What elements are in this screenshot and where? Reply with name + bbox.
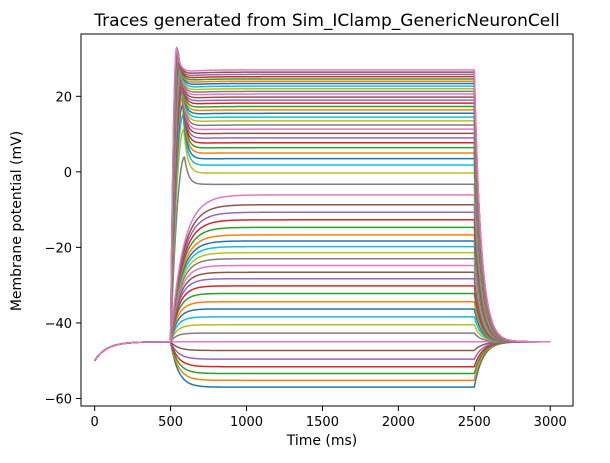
y-tick-label: 20 — [55, 90, 72, 105]
y-tick-label: −60 — [45, 392, 72, 407]
x-axis-label: Time (ms) — [286, 433, 358, 449]
trace-line — [94, 341, 551, 362]
plot-frame — [80, 33, 574, 407]
y-tick-label: −40 — [45, 317, 72, 332]
trace-line — [94, 341, 551, 388]
x-tick-label: 1500 — [306, 415, 339, 430]
traces-group — [94, 46, 551, 388]
x-tick-label: 500 — [158, 415, 183, 430]
x-tick-label: 0 — [91, 415, 99, 430]
y-axis: −60 −40 −20 0 20 — [45, 90, 81, 407]
trace-line — [94, 324, 551, 362]
trace-line — [94, 332, 551, 362]
trace-line — [94, 341, 551, 362]
y-axis-label: Membrane potential (mV) — [9, 131, 25, 311]
x-axis: 0 500 1000 1500 2000 2500 3000 — [91, 406, 567, 430]
trace-line — [94, 341, 551, 362]
x-tick-label: 3000 — [534, 415, 567, 430]
trace-line — [94, 341, 551, 375]
x-tick-label: 1000 — [230, 415, 263, 430]
trace-line — [94, 46, 551, 362]
chart-title: Traces generated from Sim_IClamp_Generic… — [93, 11, 559, 31]
trace-line — [94, 341, 551, 382]
y-tick-label: 0 — [64, 166, 72, 181]
y-tick-label: −20 — [45, 241, 72, 256]
x-tick-label: 2000 — [382, 415, 415, 430]
trace-line — [94, 341, 551, 368]
x-tick-label: 2500 — [458, 415, 491, 430]
